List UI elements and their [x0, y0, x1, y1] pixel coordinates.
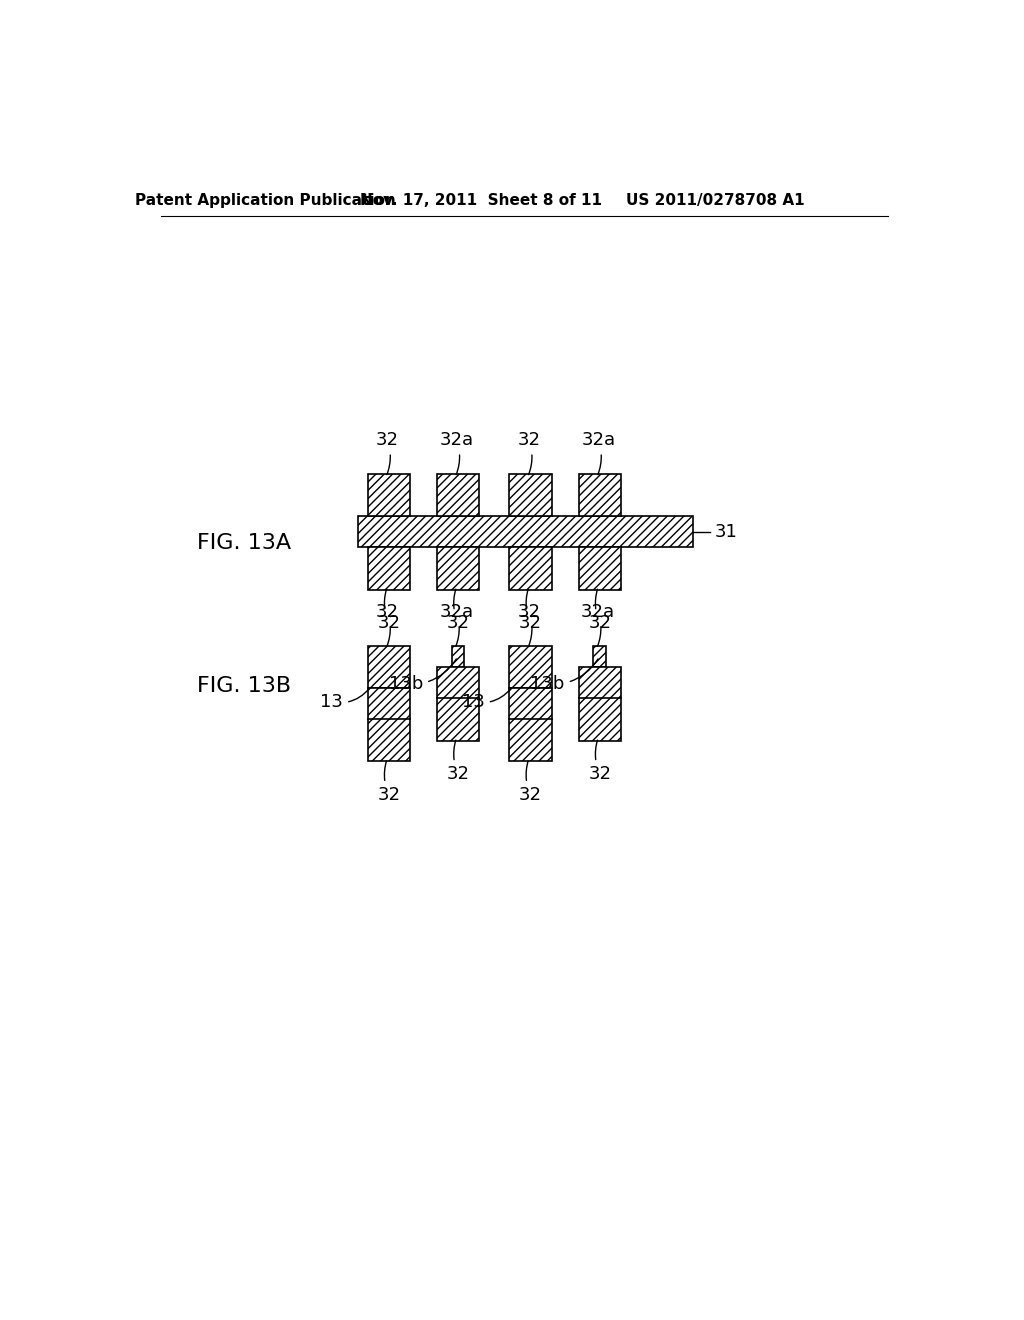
Text: 32: 32 [517, 603, 541, 647]
Text: 31: 31 [714, 523, 737, 541]
Text: 32: 32 [378, 760, 400, 804]
Text: 32a: 32a [439, 603, 473, 647]
Text: FIG. 13B: FIG. 13B [198, 676, 292, 696]
Text: 32: 32 [378, 589, 400, 632]
Bar [368, 548, 410, 590]
Bar [368, 474, 410, 516]
Text: 32a: 32a [582, 432, 615, 475]
Text: 13b: 13b [530, 659, 598, 693]
Bar [368, 645, 410, 688]
Text: 32: 32 [517, 432, 541, 475]
Text: FIG. 13A: FIG. 13A [198, 533, 292, 553]
Bar [357, 516, 692, 548]
Text: 32: 32 [519, 589, 542, 632]
Bar [437, 474, 479, 516]
Bar [368, 688, 410, 762]
Text: US 2011/0278708 A1: US 2011/0278708 A1 [627, 193, 805, 209]
Bar [509, 474, 552, 516]
Text: 32: 32 [589, 589, 611, 632]
Bar [509, 548, 552, 590]
Text: 32: 32 [446, 741, 470, 783]
Text: 32a: 32a [439, 432, 474, 475]
Text: 32: 32 [376, 432, 399, 475]
Text: 13: 13 [321, 689, 369, 711]
Text: 32: 32 [519, 760, 542, 804]
Text: 13: 13 [462, 689, 511, 711]
Text: Patent Application Publication: Patent Application Publication [135, 193, 395, 209]
Bar [579, 474, 621, 516]
Bar [579, 548, 621, 590]
Bar [509, 645, 552, 688]
Text: Nov. 17, 2011  Sheet 8 of 11: Nov. 17, 2011 Sheet 8 of 11 [359, 193, 602, 209]
Bar [437, 548, 479, 590]
Text: 32: 32 [589, 741, 611, 783]
Bar [509, 688, 552, 762]
Text: 32: 32 [446, 589, 470, 632]
Text: 13b: 13b [389, 659, 457, 693]
Bar [452, 645, 464, 668]
Bar [437, 668, 479, 741]
Bar [579, 668, 621, 741]
Text: 32a: 32a [581, 603, 615, 647]
Text: 32: 32 [376, 603, 399, 647]
Bar [593, 645, 605, 668]
